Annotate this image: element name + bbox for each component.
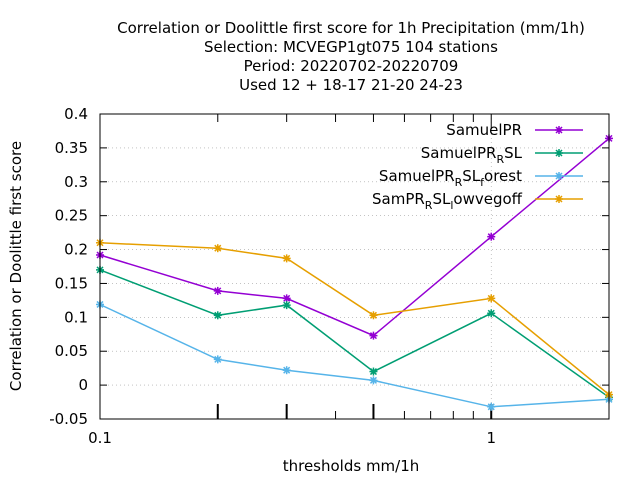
- point-dot: [215, 357, 220, 362]
- y-tick-label: 0: [78, 376, 88, 394]
- point-dot: [371, 369, 376, 374]
- x-axis-label: thresholds mm/1h: [283, 457, 420, 475]
- data-point: [282, 254, 291, 263]
- data-point: [555, 172, 563, 180]
- title-line-1: Correlation or Doolittle first score for…: [117, 19, 585, 37]
- y-tick-label: 0.25: [55, 207, 88, 225]
- y-tick-label: 0.3: [64, 173, 88, 191]
- legend-label-part: SamuelPR: [446, 121, 522, 139]
- y-tick-label: 0.15: [55, 274, 88, 292]
- legend-label: SamPRRSLlowvegoff: [372, 190, 523, 212]
- data-point: [213, 311, 222, 320]
- series-line: [99, 303, 610, 408]
- x-tick-label: 0.1: [88, 429, 112, 447]
- legend-label: SamuelPRRSLforest: [379, 167, 522, 189]
- axes: -0.05 0 0.05 0.1 0.15 0.2 0.25 0.3 0.35 0.4 0.1 1: [49, 105, 610, 447]
- point-dot: [371, 313, 376, 318]
- data-point: [369, 367, 378, 376]
- data-point: [487, 402, 496, 411]
- y-tick-label: 0.05: [55, 342, 88, 360]
- legend-label-part: SamuelPR: [421, 144, 497, 162]
- legend-label: SamuelPR: [446, 121, 522, 139]
- data-point: [555, 149, 563, 157]
- point-dot: [556, 196, 562, 202]
- point-dot: [284, 302, 289, 308]
- data-point: [555, 126, 563, 134]
- title-line-3: Period: 20220702-20220709: [244, 57, 459, 75]
- point-dot: [556, 150, 562, 156]
- point-dot: [215, 313, 220, 318]
- data-point: [282, 301, 291, 310]
- plot-frame: [99, 113, 610, 420]
- series-line: [99, 137, 610, 337]
- data-point: [282, 366, 291, 375]
- point-dot: [371, 333, 376, 338]
- data-point: [213, 355, 222, 364]
- title-line-2: Selection: MCVEGP1gt075 104 stations: [204, 38, 498, 56]
- legend-label-part: SL: [462, 167, 481, 185]
- legend-entry: SamuelPRRSLforest: [379, 167, 583, 189]
- data-point: [487, 294, 496, 303]
- point-dot: [284, 296, 289, 301]
- series-1: [96, 134, 613, 340]
- point-dot: [215, 246, 220, 251]
- title-line-4: Used 12 + 18-17 21-20 24-23: [239, 76, 463, 94]
- point-dot: [284, 256, 289, 261]
- point-dot: [489, 404, 494, 409]
- y-tick-label: 0.35: [55, 139, 88, 157]
- data-point: [555, 195, 563, 203]
- point-dot: [371, 378, 376, 383]
- y-tick-label: -0.05: [49, 410, 88, 428]
- y-tick-label: 0.1: [64, 308, 88, 326]
- point-dot: [556, 127, 562, 133]
- x-tick-label: 1: [486, 429, 496, 447]
- legend-label-part: SL: [504, 144, 523, 162]
- legend-label-part: l: [450, 199, 453, 212]
- y-axis-label: Correlation or Doolittle first score: [7, 141, 25, 391]
- data-point: [213, 244, 222, 253]
- data-point: [282, 294, 291, 303]
- data-point: [213, 286, 222, 295]
- point-dot: [556, 173, 562, 179]
- point-dot: [489, 234, 494, 239]
- series-4: [96, 238, 613, 399]
- legend-label-part: orest: [484, 167, 522, 185]
- data-point: [369, 331, 378, 340]
- y-tick-label: 0.2: [64, 241, 88, 259]
- legend-label-part: SL: [432, 190, 451, 208]
- point-dot: [215, 288, 220, 294]
- legend-label-part: f: [480, 176, 485, 189]
- point-dot: [489, 296, 494, 301]
- legend-entry: SamuelPRRSL: [421, 144, 583, 166]
- legend-entry: SamuelPR: [446, 121, 583, 139]
- legend: SamuelPRSamuelPRRSLSamuelPRRSLforestSamP…: [372, 121, 583, 212]
- data-point: [369, 376, 378, 385]
- legend-label-part: R: [425, 199, 433, 212]
- legend-label-part: SamuelPR: [379, 167, 455, 185]
- series-line: [99, 242, 610, 396]
- y-tick-label: 0.4: [64, 105, 88, 123]
- series-3: [96, 300, 613, 411]
- chart-title: Correlation or Doolittle first score for…: [117, 19, 585, 94]
- legend-label: SamuelPRRSL: [421, 144, 523, 166]
- point-dot: [284, 368, 289, 373]
- legend-entry: SamPRRSLlowvegoff: [372, 190, 583, 212]
- data-point: [487, 309, 496, 318]
- legend-label-part: owvegoff: [453, 190, 522, 208]
- data-point: [487, 232, 496, 241]
- grid: [100, 114, 609, 419]
- legend-label-part: SamPR: [372, 190, 425, 208]
- legend-label-part: R: [496, 153, 504, 166]
- legend-label-part: R: [455, 176, 463, 189]
- point-dot: [489, 311, 494, 316]
- series-line: [99, 269, 610, 398]
- data-point: [369, 311, 378, 320]
